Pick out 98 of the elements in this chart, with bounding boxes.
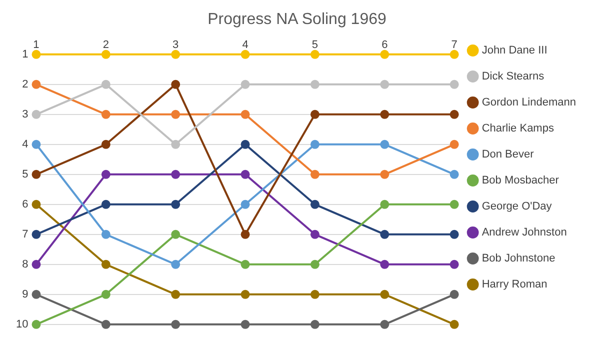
point — [101, 140, 110, 149]
x-tick-label: 6 — [382, 38, 388, 51]
point — [310, 230, 320, 239]
point — [450, 200, 459, 209]
chart-title: Progress NA Soling 1969 — [208, 11, 386, 28]
point — [240, 320, 250, 329]
point — [101, 320, 110, 329]
x-tick-label: 4 — [242, 38, 248, 51]
point — [310, 140, 320, 149]
point — [171, 50, 180, 59]
x-tick-label: 7 — [451, 38, 458, 51]
point — [310, 170, 320, 179]
legend-label: Dick Stearns — [482, 70, 545, 83]
point — [240, 290, 250, 299]
point — [240, 170, 250, 179]
point — [450, 260, 459, 269]
point — [450, 170, 459, 179]
legend-label: Bob Johnstone — [482, 252, 556, 265]
point — [310, 110, 320, 119]
y-tick-label: 6 — [22, 198, 28, 210]
y-tick-label: 7 — [22, 228, 28, 240]
legend-label: Charlie Kamps — [482, 122, 554, 135]
point — [32, 320, 41, 329]
point — [32, 230, 41, 239]
point — [450, 290, 459, 299]
point — [450, 80, 459, 89]
point — [310, 200, 320, 209]
point — [171, 110, 180, 119]
point — [171, 200, 180, 209]
point — [101, 50, 110, 59]
point — [310, 50, 320, 59]
point — [380, 260, 390, 269]
legend-label: Don Bever — [482, 148, 534, 161]
x-tick-label: 2 — [102, 38, 109, 51]
point — [171, 320, 180, 329]
point — [380, 110, 390, 119]
point — [310, 290, 320, 299]
point — [310, 320, 320, 329]
point — [450, 320, 459, 329]
legend-label: Gordon Lindemann — [482, 96, 576, 109]
point — [240, 80, 250, 89]
y-tick-label: 8 — [22, 258, 28, 270]
legend-label: Andrew Johnston — [482, 226, 567, 239]
point — [310, 260, 320, 269]
y-tick-label: 1 — [22, 48, 28, 60]
point — [380, 230, 390, 239]
point — [101, 80, 110, 89]
point — [101, 290, 110, 299]
point — [240, 260, 250, 269]
point — [32, 170, 41, 179]
point — [450, 110, 459, 119]
point — [171, 170, 180, 179]
point — [450, 230, 459, 239]
point — [310, 80, 320, 89]
y-tick-label: 2 — [22, 78, 28, 90]
legend-label: George O'Day — [482, 200, 552, 213]
point — [32, 140, 41, 149]
point — [450, 50, 459, 59]
point — [380, 50, 390, 59]
point — [380, 170, 390, 179]
point — [171, 140, 180, 149]
x-tick-label: 1 — [33, 38, 40, 51]
point — [101, 200, 110, 209]
legend-label: Bob Mosbacher — [482, 174, 560, 187]
x-tick-label: 3 — [172, 38, 179, 51]
point — [380, 200, 390, 209]
point — [171, 260, 180, 269]
point — [171, 290, 180, 299]
point — [101, 110, 110, 119]
y-tick-label: 4 — [22, 138, 28, 150]
point — [240, 140, 250, 149]
legend-label: John Dane III — [482, 44, 548, 57]
point — [32, 50, 41, 59]
point — [101, 170, 110, 179]
point — [32, 200, 41, 209]
point — [32, 80, 41, 89]
legend-label: Harry Roman — [482, 278, 548, 291]
point — [101, 260, 110, 269]
x-tick-label: 5 — [312, 38, 318, 51]
point — [32, 290, 41, 299]
y-tick-label: 5 — [22, 168, 28, 180]
point — [240, 50, 250, 59]
y-tick-label: 3 — [22, 108, 28, 120]
point — [101, 230, 110, 239]
point — [240, 200, 250, 209]
point — [380, 290, 390, 299]
point — [380, 140, 390, 149]
point — [450, 140, 459, 149]
point — [171, 230, 180, 239]
point — [32, 110, 41, 119]
point — [380, 320, 390, 329]
y-tick-label: 10 — [16, 318, 28, 330]
point — [32, 260, 41, 269]
point — [380, 80, 390, 89]
point — [171, 80, 180, 89]
y-tick-label: 9 — [22, 288, 28, 300]
point — [240, 230, 250, 239]
point — [240, 110, 250, 119]
